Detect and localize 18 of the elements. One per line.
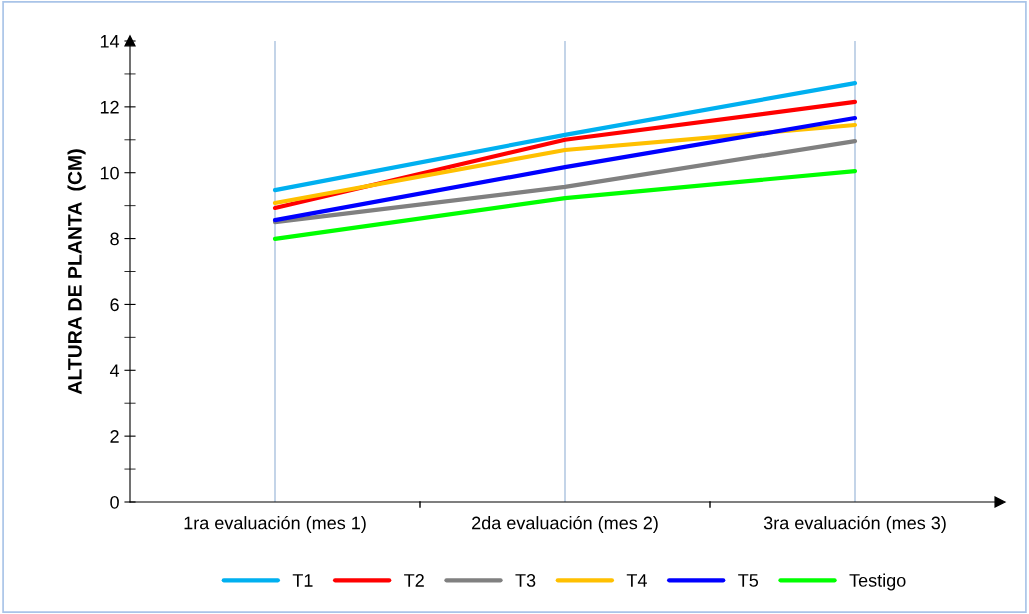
legend-label: T2: [404, 574, 424, 587]
y-tick-label: 6: [110, 298, 119, 312]
y-tick-label: 14: [100, 35, 120, 48]
y-tick-label: 10: [100, 166, 119, 180]
x-tick-label: 1ra evaluación (mes 1): [184, 515, 366, 533]
legend-label: T4: [626, 574, 647, 587]
legend-label: Testigo: [849, 573, 906, 591]
y-tick-label: 4: [109, 364, 120, 377]
y-tick-label: 0: [110, 495, 119, 509]
legend-label: T1: [292, 574, 313, 587]
y-tick-label: 12: [100, 100, 119, 114]
x-tick-label: 2da evaluación (mes 2): [472, 515, 658, 533]
legend-label: T5: [738, 574, 759, 587]
y-tick-label: 2: [110, 430, 119, 443]
y-axis-title: ALTURA DE PLANTA (CM): [67, 149, 86, 395]
legend-label: T3: [515, 574, 536, 587]
x-tick-label: 3ra evaluación (mes 3): [763, 515, 946, 533]
y-tick-label: 8: [110, 232, 119, 246]
